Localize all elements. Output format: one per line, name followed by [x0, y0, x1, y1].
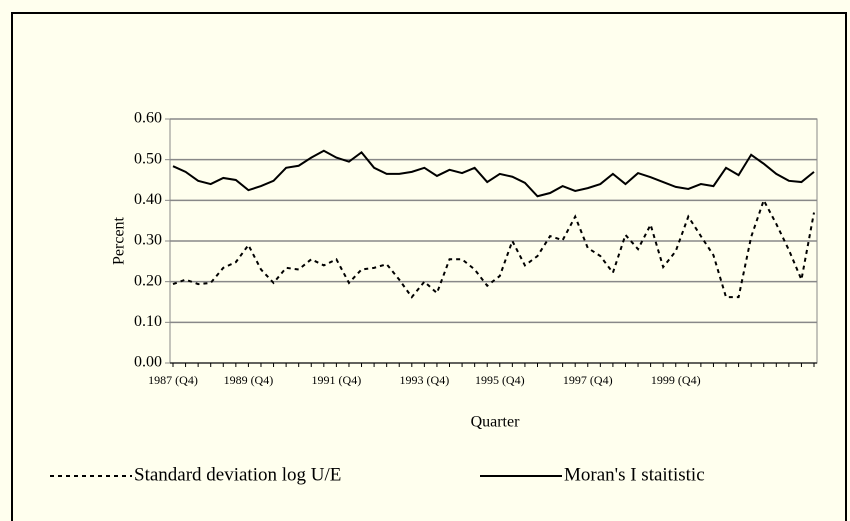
x-tick-label: 1987 (Q4): [148, 373, 198, 387]
x-tick-label: 1995 (Q4): [475, 373, 525, 387]
series-line: [172, 149, 815, 198]
y-tick-label: 0.30: [134, 232, 162, 249]
y-tick-label: 0.10: [134, 313, 162, 330]
legend-label: Moran's I staitistic: [564, 464, 705, 485]
x-tick-label: 1993 (Q4): [400, 373, 450, 387]
y-tick-label: 0.50: [134, 150, 162, 167]
y-axis-title: Percent: [111, 216, 128, 265]
x-tick-label: 1989 (Q4): [224, 373, 274, 387]
x-tick-label: 1999 (Q4): [651, 373, 701, 387]
y-tick-label: 0.40: [134, 191, 162, 208]
y-tick-label: 0.00: [134, 354, 162, 371]
y-tick-label: 0.60: [134, 110, 162, 127]
frame: [11, 12, 847, 521]
x-tick-label: 1997 (Q4): [563, 373, 613, 387]
series-line: [172, 197, 815, 299]
x-axis-title: Quarter: [471, 414, 521, 431]
x-tick-label: 1991 (Q4): [312, 373, 362, 387]
legend-label: Standard deviation log U/E: [134, 464, 341, 485]
y-tick-label: 0.20: [134, 272, 162, 289]
